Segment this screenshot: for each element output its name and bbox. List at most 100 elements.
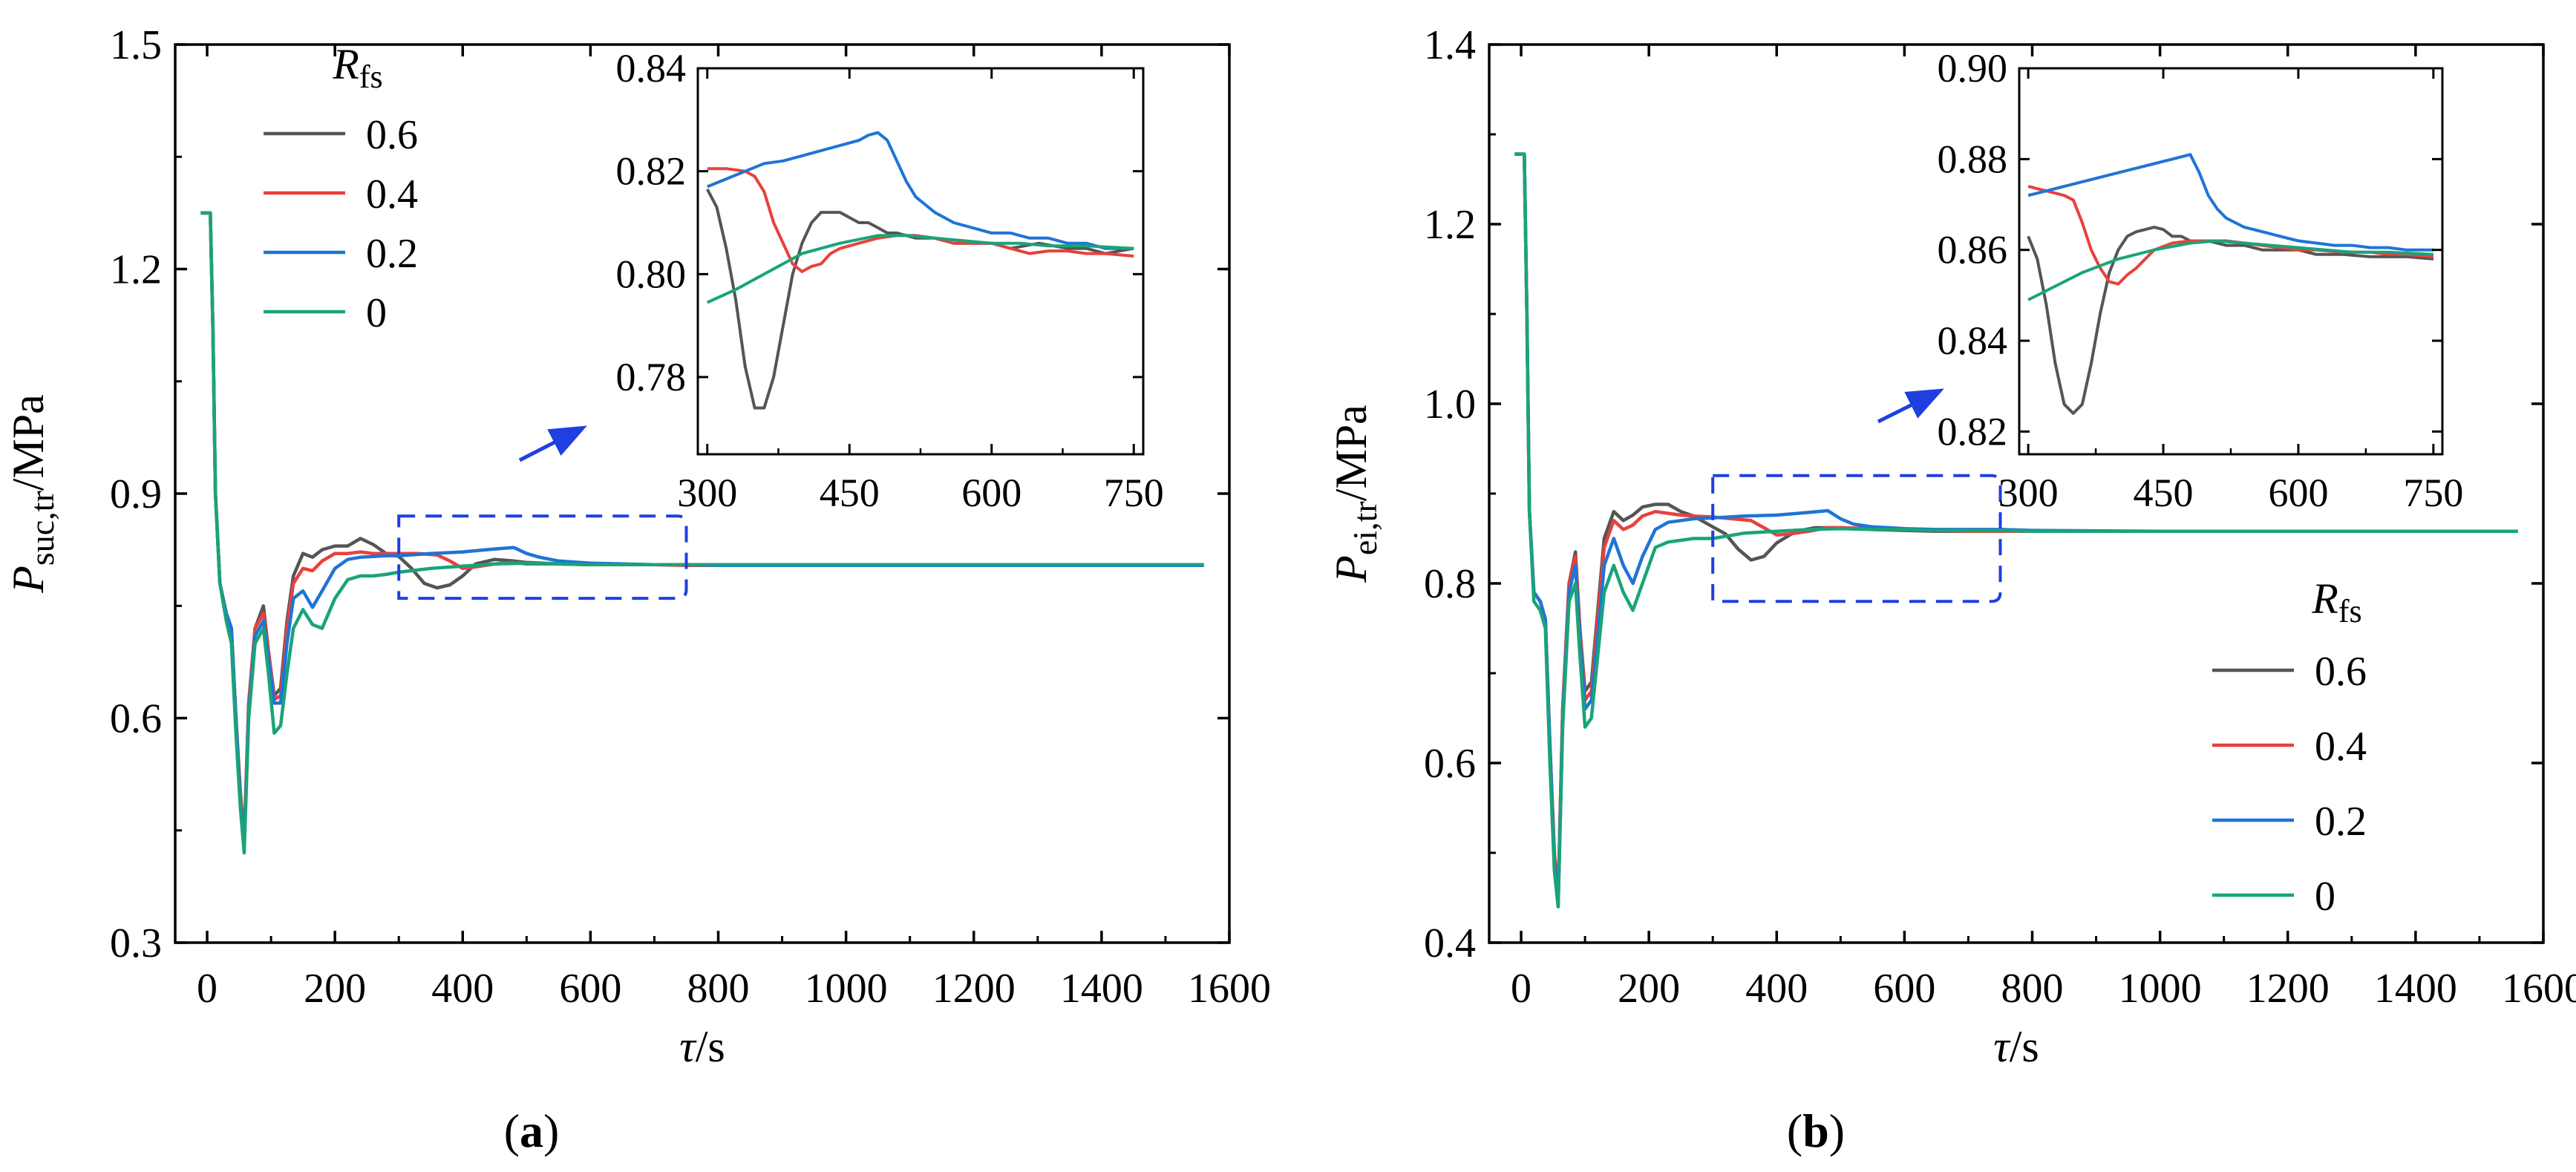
zoom-highlight-box bbox=[1711, 474, 2002, 603]
x-tick-label: 600 bbox=[1873, 966, 1935, 1012]
legend-label-0.2: 0.2 bbox=[2315, 799, 2367, 845]
inset-background bbox=[698, 68, 1143, 454]
y-tick-label: 1.2 bbox=[110, 247, 162, 293]
inset-series-line-0 bbox=[2027, 239, 2433, 301]
y-tick-label: 1.2 bbox=[1424, 202, 1476, 248]
y-tick-label: 1.4 bbox=[1424, 22, 1476, 68]
legend-label-0: 0 bbox=[2315, 874, 2335, 920]
series-line-0 bbox=[1514, 152, 2518, 909]
inset-series-line-0.2 bbox=[2027, 153, 2433, 252]
x-axis-title: τ/s bbox=[1993, 1022, 2039, 1071]
x-tick-label: 0 bbox=[1511, 966, 1531, 1012]
x-tick-label: 0 bbox=[197, 966, 218, 1012]
legend-title-subscript: fs bbox=[359, 59, 383, 95]
inset-series-line-0.4 bbox=[707, 167, 1134, 273]
panel-label-letter: a bbox=[520, 1104, 543, 1157]
legend-title: Rfs bbox=[332, 40, 382, 95]
inset-x-tick-label: 600 bbox=[2268, 471, 2328, 515]
inset-series-line-0 bbox=[706, 234, 1134, 304]
y-axis-title: Psuc,tr/MPa bbox=[4, 394, 61, 594]
y-axis-title-subscript: suc,tr bbox=[23, 491, 61, 566]
x-tick-label: 1000 bbox=[805, 966, 888, 1012]
inset-y-tick-label: 0.80 bbox=[616, 252, 687, 296]
panel-label: (a) bbox=[504, 1104, 560, 1157]
x-tick-label: 200 bbox=[1618, 966, 1680, 1012]
y-axis-title-unit: /MPa bbox=[4, 394, 53, 491]
inset-y-tick-label: 0.86 bbox=[1938, 228, 2008, 272]
y-axis-title-unit: /MPa bbox=[1327, 405, 1376, 501]
legend-title: Rfs bbox=[2311, 574, 2361, 629]
inset-y-tick-label: 0.82 bbox=[616, 149, 687, 194]
inset-series-group bbox=[2027, 153, 2434, 415]
series-group bbox=[1514, 152, 2518, 909]
legend-label-0.2: 0.2 bbox=[366, 231, 418, 277]
inset-y-tick-label: 0.88 bbox=[1938, 137, 2008, 181]
legend-label-0.6: 0.6 bbox=[2315, 649, 2367, 695]
x-tick-label: 200 bbox=[304, 966, 366, 1012]
y-tick-label: 0.8 bbox=[1424, 561, 1476, 607]
x-tick-label: 1400 bbox=[1060, 966, 1143, 1012]
x-tick-label: 600 bbox=[559, 966, 621, 1012]
inset-x-tick-label: 600 bbox=[961, 471, 1021, 515]
legend-label-0.4: 0.4 bbox=[366, 171, 418, 217]
x-tick-label: 1000 bbox=[2119, 966, 2202, 1012]
x-tick-label: 400 bbox=[431, 966, 494, 1012]
inset-x-tick-label: 750 bbox=[2403, 471, 2463, 515]
y-tick-label: 0.6 bbox=[1424, 741, 1476, 787]
legend-title-subscript: fs bbox=[2338, 593, 2362, 629]
x-tick-label: 1600 bbox=[1188, 966, 1271, 1012]
y-tick-label: 1.5 bbox=[110, 22, 162, 68]
panel-label-close: ) bbox=[1829, 1104, 1845, 1157]
chart-panel-b: 0 200 400 600 800 1000 1200 1400 1600 0.4 0.6 0.8 1.… bbox=[1327, 22, 2576, 1157]
panel-label-open: ( bbox=[1787, 1104, 1802, 1157]
x-axis-title-symbol: τ bbox=[679, 1022, 697, 1071]
inset-x-tick-label: 450 bbox=[2134, 471, 2194, 515]
y-tick-label: 1.0 bbox=[1424, 382, 1476, 428]
legend-title-symbol: R bbox=[2311, 574, 2338, 623]
inset-x-tick-label: 300 bbox=[1998, 471, 2059, 515]
inset-series-group bbox=[706, 131, 1134, 410]
y-tick-label: 0.6 bbox=[110, 696, 162, 742]
y-tick-label: 0.9 bbox=[110, 471, 162, 517]
inset-x-tick-label: 300 bbox=[677, 471, 737, 515]
x-axis-title-unit: /s bbox=[2010, 1022, 2039, 1071]
y-axis-title-symbol: P bbox=[4, 566, 53, 594]
inset-series-line-0.2 bbox=[707, 131, 1134, 250]
x-tick-label: 1200 bbox=[932, 966, 1016, 1012]
x-tick-label: 1600 bbox=[2502, 966, 2576, 1012]
series-group bbox=[200, 211, 1204, 855]
legend-label-0: 0 bbox=[366, 290, 387, 336]
x-tick-label: 1200 bbox=[2246, 966, 2330, 1012]
chart-panel-a: 0 200 400 600 800 1000 1200 1400 1600 0.3 0.6 0.9 1.… bbox=[4, 22, 1271, 1157]
y-axis-title-subscript: ei,tr bbox=[1346, 501, 1384, 555]
x-tick-label: 400 bbox=[1745, 966, 1808, 1012]
y-axis-title: Pei,tr/MPa bbox=[1327, 405, 1384, 583]
x-tick-label: 800 bbox=[2001, 966, 2064, 1012]
inset-y-tick-label: 0.90 bbox=[1938, 46, 2008, 91]
legend-title-symbol: R bbox=[332, 40, 359, 88]
inset-x-tick-label: 750 bbox=[1104, 471, 1164, 515]
inset-series-line-0.6 bbox=[2027, 226, 2434, 415]
legend-label-0.6: 0.6 bbox=[366, 112, 418, 158]
zoom-arrow bbox=[518, 425, 587, 462]
panel-label: (b) bbox=[1787, 1104, 1845, 1157]
legend-label-0.4: 0.4 bbox=[2315, 724, 2367, 770]
y-tick-label: 0.4 bbox=[1424, 920, 1476, 966]
y-tick-label: 0.3 bbox=[110, 920, 162, 966]
y-axis-title-symbol: P bbox=[1327, 555, 1376, 583]
inset-y-tick-label: 0.84 bbox=[1938, 318, 2008, 363]
x-axis-title-unit: /s bbox=[696, 1022, 725, 1071]
zoom-arrow bbox=[1877, 388, 1944, 424]
panel-label-open: ( bbox=[504, 1104, 520, 1157]
x-tick-label: 1400 bbox=[2374, 966, 2457, 1012]
panel-label-close: ) bbox=[543, 1104, 559, 1157]
inset-y-tick-label: 0.78 bbox=[616, 355, 687, 399]
panel-label-letter: b bbox=[1802, 1104, 1829, 1157]
x-axis-title-symbol: τ bbox=[1993, 1022, 2011, 1071]
series-line-0 bbox=[200, 211, 1204, 855]
inset-background bbox=[2019, 68, 2442, 454]
inset-y-tick-label: 0.82 bbox=[1938, 409, 2008, 454]
x-tick-label: 800 bbox=[687, 966, 750, 1012]
x-axis-title: τ/s bbox=[679, 1022, 725, 1071]
